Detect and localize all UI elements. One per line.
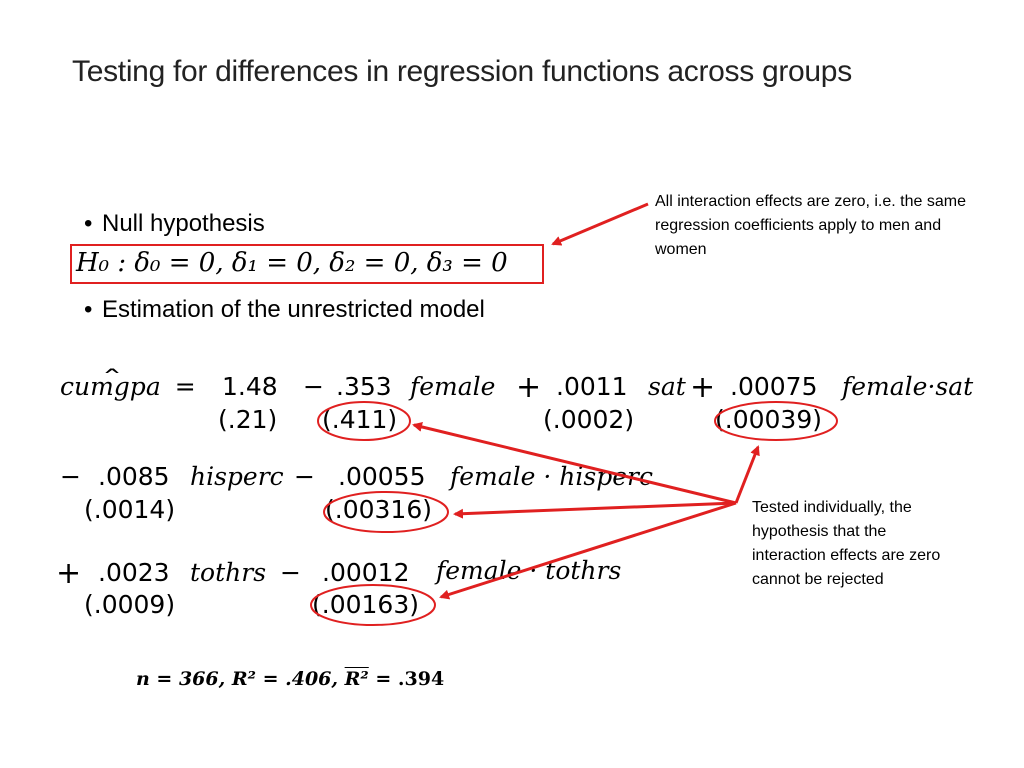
coef-female: .353	[336, 372, 392, 401]
model-statistics: n = 366, R² = .406, R² = .394	[136, 668, 444, 690]
sign-tothrs: +	[56, 556, 82, 591]
arrow-to-hypothesis	[551, 202, 649, 246]
dependent-variable: cumgpa ˆ	[60, 366, 161, 401]
var-female-hisperc: female · hisperc	[450, 462, 653, 491]
coef-female-hisperc: .00055	[338, 462, 426, 491]
highlight-ellipse-female-se	[317, 401, 411, 441]
se-female-tothrs: (.00163)	[312, 590, 419, 619]
sign-female-tothrs: −	[280, 558, 301, 587]
highlight-ellipse-female-tothrs-se	[310, 584, 436, 626]
hat-accent: ˆ	[101, 366, 123, 394]
arrow-to-female-sat-se	[734, 445, 760, 504]
var-female-sat: female·sat	[842, 372, 974, 401]
sample-size: n = 366,	[136, 668, 232, 690]
null-hypothesis-equation: H₀ : δ₀ = 0, δ₁ = 0, δ₂ = 0, δ₃ = 0	[76, 248, 508, 278]
se-hisperc: (.0014)	[84, 495, 176, 524]
bullet-label: Estimation of the unrestricted model	[102, 296, 485, 323]
se-tothrs: (.0009)	[84, 590, 176, 619]
sign-female: −	[303, 372, 324, 401]
bullet-unrestricted-model: • Estimation of the unrestricted model	[84, 296, 485, 324]
r-squared: R² = .406,	[231, 668, 345, 690]
bullet-dot: •	[84, 210, 93, 237]
sign-female-hisperc: −	[294, 462, 315, 491]
var-hisperc: hisperc	[190, 462, 284, 491]
arrow-to-female-tothrs-se	[439, 501, 737, 600]
bullet-dot: •	[84, 296, 93, 323]
highlight-ellipse-female-sat-se	[714, 401, 838, 441]
coef-sat: .0011	[556, 372, 628, 401]
var-female: female	[410, 372, 496, 401]
var-sat: sat	[648, 372, 686, 401]
highlight-ellipse-female-hisperc-se	[323, 491, 449, 533]
arrow-to-female-hisperc-se	[453, 501, 737, 519]
coef-female-tothrs: .00012	[322, 558, 410, 587]
hypothesis-highlight-box	[70, 244, 544, 284]
hypothesis-text: H₀ : δ₀ = 0, δ₁ = 0, δ₂ = 0, δ₃ = 0	[76, 248, 508, 278]
coef-hisperc: .0085	[98, 462, 170, 491]
se-female-hisperc: (.00316)	[325, 495, 432, 524]
coef-tothrs: .0023	[98, 558, 170, 587]
arrow-to-female-se	[412, 422, 737, 505]
adjusted-r-squared-value: = .394	[368, 668, 445, 690]
var-tothrs: tothrs	[190, 558, 267, 587]
slide-title: Testing for differences in regression fu…	[72, 55, 852, 88]
coef-female-sat: .00075	[730, 372, 818, 401]
sign-sat: +	[516, 370, 542, 405]
equation-line-1: cumgpa ˆ =	[60, 366, 196, 401]
sign-hisperc: −	[60, 462, 81, 491]
annotation-all-interactions-zero: All interaction effects are zero, i.e. t…	[655, 193, 966, 258]
adjusted-r-squared-symbol: R²	[344, 668, 369, 690]
se-intercept: (.21)	[218, 405, 278, 434]
se-female-sat: (.00039)	[715, 405, 822, 434]
coef-intercept: 1.48	[222, 372, 278, 401]
bullet-label: Null hypothesis	[102, 210, 265, 237]
sign-female-sat: +	[690, 370, 716, 405]
annotation-tested-individually: Tested individually, the hypothesis that…	[752, 499, 941, 588]
se-sat: (.0002)	[543, 405, 635, 434]
se-female: (.411)	[322, 405, 398, 434]
bullet-null-hypothesis: • Null hypothesis	[84, 210, 265, 238]
